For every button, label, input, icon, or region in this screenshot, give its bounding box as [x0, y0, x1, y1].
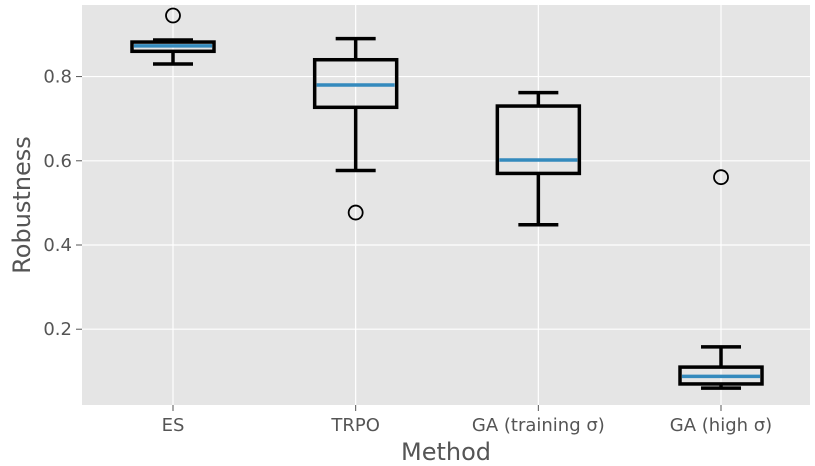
- box-2: [312, 36, 399, 221]
- x-tick-label: TRPO: [330, 415, 380, 436]
- outlier-point: [347, 204, 364, 221]
- x-axis-ticks: ES TRPO GA (training σ) GA (high σ): [162, 405, 772, 436]
- x-tick-label: GA (training σ): [472, 415, 605, 436]
- box-3: [495, 90, 582, 227]
- box-iqr: [495, 104, 582, 176]
- y-tick-label: 0.8: [43, 67, 72, 88]
- outlier-point: [713, 169, 729, 186]
- x-tick-label: GA (high σ): [670, 415, 772, 436]
- box-4: [678, 169, 764, 390]
- box-series: [130, 7, 764, 390]
- outlier-point: [165, 7, 181, 24]
- x-axis-label: Method: [401, 438, 491, 466]
- plot-background: [82, 5, 810, 405]
- y-tick-label: 0.4: [43, 235, 72, 256]
- box-1: [130, 7, 216, 66]
- box-iqr: [678, 365, 764, 386]
- y-axis-label: Robustness: [8, 136, 36, 274]
- x-tick-label: ES: [162, 415, 185, 436]
- box-iqr: [130, 40, 216, 54]
- y-axis-ticks: 0.2 0.4 0.6 0.8: [43, 67, 82, 340]
- box-iqr: [312, 57, 399, 110]
- y-tick-label: 0.2: [43, 319, 72, 340]
- y-tick-label: 0.6: [43, 151, 72, 172]
